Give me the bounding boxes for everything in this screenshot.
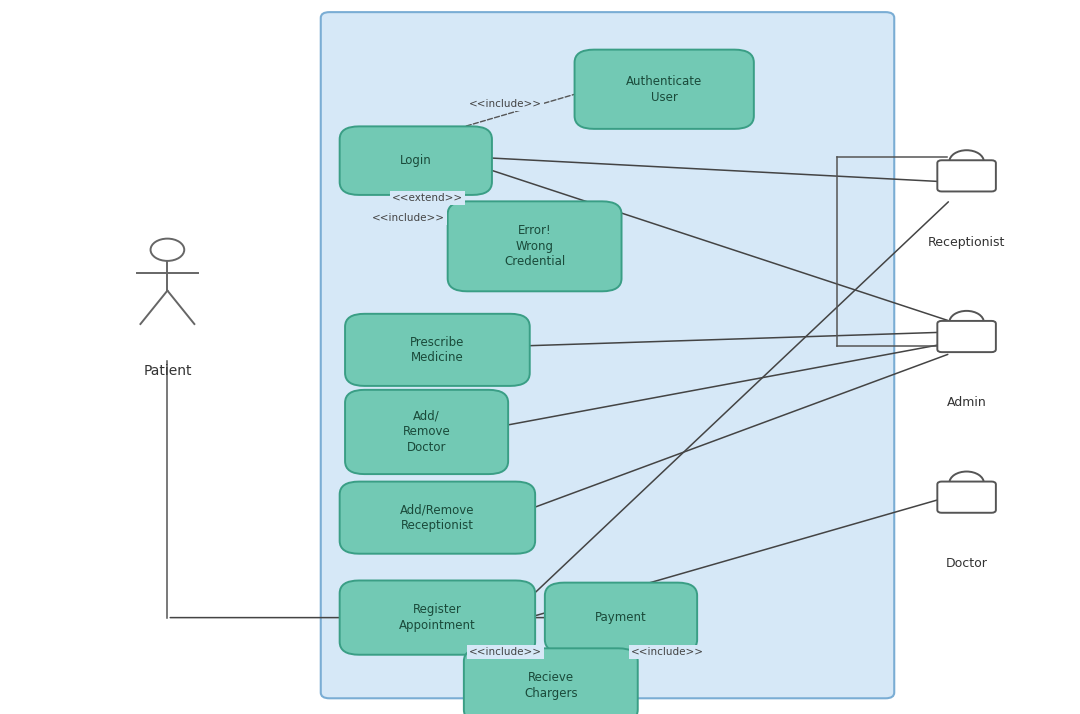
Text: Admin: Admin xyxy=(947,396,986,409)
FancyBboxPatch shape xyxy=(346,314,530,386)
Text: Add/Remove
Receptionist: Add/Remove Receptionist xyxy=(401,503,474,532)
Text: Payment: Payment xyxy=(595,611,647,624)
Text: <<extend>>: <<extend>> xyxy=(392,193,463,203)
Text: Register
Appointment: Register Appointment xyxy=(399,603,476,632)
Text: <<include>>: <<include>> xyxy=(469,99,542,109)
FancyBboxPatch shape xyxy=(937,481,996,513)
Text: Error!
Wrong
Credential: Error! Wrong Credential xyxy=(504,224,565,268)
FancyBboxPatch shape xyxy=(346,390,509,474)
Text: <<include>>: <<include>> xyxy=(469,647,542,657)
FancyBboxPatch shape xyxy=(447,201,622,291)
FancyBboxPatch shape xyxy=(544,583,698,653)
FancyBboxPatch shape xyxy=(340,482,536,554)
Text: Patient: Patient xyxy=(144,364,191,378)
FancyBboxPatch shape xyxy=(575,50,754,129)
FancyBboxPatch shape xyxy=(340,126,492,195)
Text: <<include>>: <<include>> xyxy=(631,647,704,657)
Text: Recieve
Chargers: Recieve Chargers xyxy=(524,671,578,700)
FancyBboxPatch shape xyxy=(321,12,894,698)
Text: <<include>>: <<include>> xyxy=(372,213,445,223)
Text: Doctor: Doctor xyxy=(946,557,987,570)
Text: Login: Login xyxy=(400,154,432,167)
Text: Receptionist: Receptionist xyxy=(928,236,1005,248)
FancyBboxPatch shape xyxy=(340,580,536,655)
Text: Add/
Remove
Doctor: Add/ Remove Doctor xyxy=(403,410,450,454)
FancyBboxPatch shape xyxy=(937,321,996,352)
Text: Prescribe
Medicine: Prescribe Medicine xyxy=(410,336,464,364)
FancyBboxPatch shape xyxy=(464,648,637,714)
Text: Authenticate
User: Authenticate User xyxy=(626,75,702,104)
FancyBboxPatch shape xyxy=(937,160,996,191)
